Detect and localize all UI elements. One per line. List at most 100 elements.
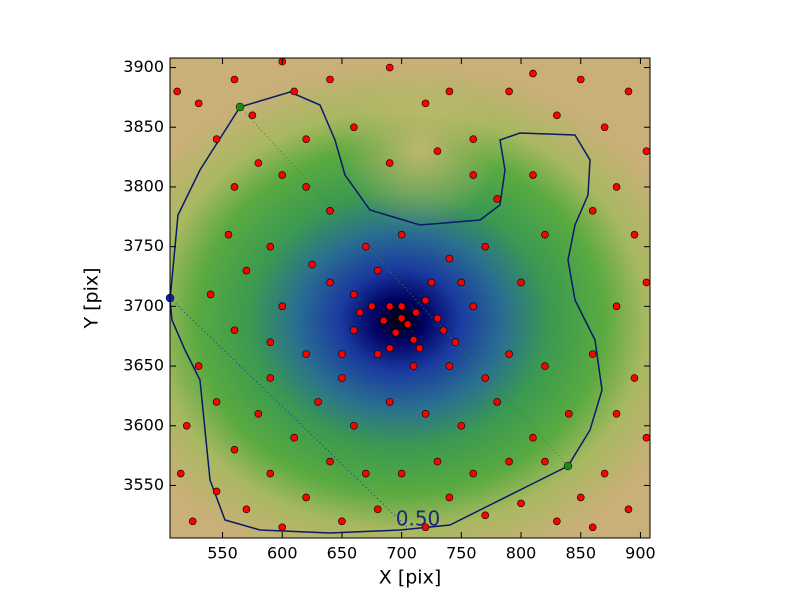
point bbox=[278, 523, 287, 532]
contour-line bbox=[170, 91, 603, 534]
point bbox=[445, 493, 454, 502]
point bbox=[624, 505, 633, 514]
point bbox=[421, 296, 430, 305]
y-tick-label: 3700 bbox=[123, 296, 164, 315]
point bbox=[188, 517, 197, 526]
point bbox=[553, 111, 561, 120]
point bbox=[481, 511, 490, 520]
point bbox=[588, 350, 597, 358]
point bbox=[212, 398, 221, 406]
point bbox=[630, 374, 639, 382]
x-tick-label: 900 bbox=[625, 544, 656, 563]
point bbox=[302, 183, 310, 191]
point bbox=[385, 398, 394, 406]
contour-label: 0.50 bbox=[396, 507, 441, 531]
point bbox=[326, 278, 334, 287]
point bbox=[630, 230, 639, 239]
point bbox=[412, 308, 420, 317]
point bbox=[493, 195, 501, 203]
point bbox=[553, 517, 561, 526]
point bbox=[612, 410, 621, 418]
point bbox=[266, 469, 275, 478]
point bbox=[248, 111, 257, 120]
point bbox=[212, 135, 221, 143]
point bbox=[493, 398, 501, 406]
point bbox=[529, 69, 537, 78]
point bbox=[385, 159, 394, 167]
x-axis-label: X [pix] bbox=[379, 567, 441, 589]
point bbox=[457, 421, 466, 430]
point bbox=[278, 171, 287, 179]
y-tick-label: 3600 bbox=[123, 415, 164, 434]
point bbox=[469, 469, 478, 478]
point bbox=[338, 350, 346, 358]
point bbox=[314, 398, 322, 406]
point bbox=[517, 499, 525, 508]
point bbox=[194, 362, 203, 370]
point bbox=[350, 421, 358, 430]
point bbox=[481, 374, 490, 382]
point bbox=[433, 314, 442, 323]
point bbox=[505, 87, 513, 96]
point bbox=[242, 266, 251, 275]
point bbox=[529, 433, 537, 442]
x-tick-label: 700 bbox=[386, 544, 417, 563]
x-tick-label: 550 bbox=[207, 544, 238, 563]
green-marker bbox=[235, 102, 245, 112]
y-tick-label: 3850 bbox=[123, 117, 164, 136]
point bbox=[541, 457, 549, 466]
point bbox=[469, 302, 478, 311]
point bbox=[302, 350, 310, 358]
plot-frame bbox=[169, 57, 651, 539]
point bbox=[576, 75, 585, 84]
point bbox=[182, 421, 191, 430]
point bbox=[642, 278, 651, 287]
point bbox=[266, 242, 275, 251]
y-tick-label: 3800 bbox=[123, 176, 164, 195]
point bbox=[230, 326, 239, 335]
markers bbox=[165, 102, 573, 471]
point bbox=[576, 493, 585, 502]
x-tick-label: 600 bbox=[267, 544, 298, 563]
point bbox=[642, 147, 651, 155]
point bbox=[612, 302, 621, 311]
point bbox=[421, 99, 430, 108]
point bbox=[350, 326, 358, 335]
point bbox=[541, 230, 549, 239]
point bbox=[409, 362, 418, 370]
point bbox=[391, 328, 400, 337]
point bbox=[421, 410, 430, 418]
y-tick-label: 3650 bbox=[123, 356, 164, 375]
point bbox=[385, 302, 394, 311]
point bbox=[517, 278, 525, 287]
point bbox=[338, 517, 346, 526]
point bbox=[565, 410, 573, 418]
x-tick-label: 850 bbox=[565, 544, 596, 563]
point bbox=[433, 457, 442, 466]
point bbox=[356, 308, 364, 317]
point bbox=[505, 350, 513, 358]
point bbox=[588, 207, 597, 215]
density-bump bbox=[170, 58, 650, 538]
y-tick-label: 3750 bbox=[123, 236, 164, 255]
point bbox=[302, 135, 310, 143]
point bbox=[254, 159, 263, 167]
y-axis-label: Y [pix] bbox=[81, 267, 103, 329]
point bbox=[350, 123, 358, 132]
point bbox=[326, 457, 334, 466]
point bbox=[397, 314, 406, 323]
point bbox=[445, 254, 454, 263]
point bbox=[230, 445, 239, 454]
point bbox=[385, 344, 394, 352]
x-tick-label: 650 bbox=[327, 544, 358, 563]
point bbox=[230, 75, 239, 84]
point bbox=[212, 487, 221, 496]
x-tick-label: 750 bbox=[446, 544, 477, 563]
point bbox=[338, 374, 346, 382]
point bbox=[373, 505, 382, 514]
point bbox=[230, 183, 239, 191]
point bbox=[362, 469, 370, 478]
point bbox=[290, 433, 298, 442]
point bbox=[326, 207, 334, 215]
